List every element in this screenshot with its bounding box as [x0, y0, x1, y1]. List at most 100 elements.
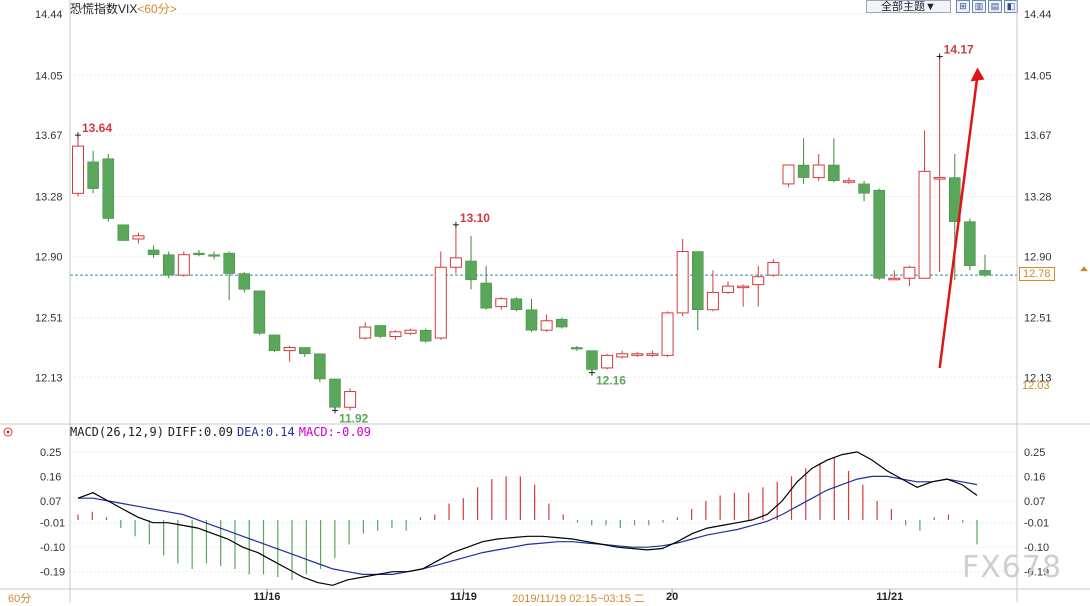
- candle-body: [419, 329, 432, 342]
- macd-tick-label-right: 0.25: [1024, 447, 1045, 459]
- candle-body: [208, 254, 220, 257]
- date-tick-label: 11/19: [450, 591, 477, 602]
- price-tick-label-left: 12.13: [35, 372, 63, 384]
- macd-tick-label-right: -0.01: [1024, 518, 1049, 530]
- date-tick-label: 20: [666, 591, 678, 602]
- bar-chart-icon[interactable]: ▥: [972, 0, 986, 13]
- price-tick-label-left: 12.51: [35, 313, 63, 325]
- macd-tick-label-left: 0.16: [40, 471, 61, 483]
- candle-body: [661, 312, 674, 356]
- time-range-label: 2019/11/19 02:15~03:15 二: [512, 593, 645, 605]
- candle-body: [465, 260, 477, 281]
- candle-body: [434, 266, 447, 339]
- candle-body: [223, 252, 235, 274]
- price-annotations: 13.64 11.92 13.10 12.16 14.17: [75, 42, 985, 425]
- candle-body: [586, 350, 598, 370]
- price-tick-label-right: 12.13: [1024, 372, 1052, 384]
- candle-body: [979, 270, 991, 276]
- price-tick-label-right: 13.67: [1024, 130, 1052, 142]
- grid-icon[interactable]: ⊞: [956, 0, 970, 13]
- date-tick-label: 11/21: [876, 591, 903, 602]
- candle-body: [359, 326, 372, 339]
- candle-body: [495, 298, 508, 308]
- macd-tick-label-right: 0.16: [1024, 471, 1045, 483]
- candle-body: [812, 164, 825, 179]
- all-themes-dropdown[interactable]: 全部主题▼: [866, 0, 951, 13]
- macd-grid: [3, 427, 1017, 573]
- period-footer[interactable]: 60分: [8, 593, 32, 605]
- extreme-price-label: 11.92: [339, 411, 369, 425]
- candle-body: [117, 224, 130, 241]
- candle-body: [329, 378, 341, 408]
- price-tick-label-left: 13.28: [35, 191, 63, 203]
- candle-body: [374, 325, 387, 337]
- candle-body: [314, 353, 326, 380]
- extreme-price-label: 13.64: [82, 121, 112, 135]
- candle-body: [933, 177, 946, 180]
- candle-body: [797, 164, 810, 178]
- candle-body: [193, 252, 205, 255]
- candle-body: [737, 285, 750, 289]
- candle-body: [253, 290, 266, 334]
- extreme-price-label: 12.16: [596, 374, 626, 388]
- price-tick-label-left: 14.05: [35, 70, 63, 82]
- candlestick-series: [72, 56, 991, 411]
- candle-body: [238, 273, 251, 290]
- trend-arrow-head-icon: [970, 67, 985, 82]
- price-grid: [70, 13, 1088, 378]
- macd-diff: DIFF:0.09: [167, 425, 233, 439]
- candle-body: [692, 251, 704, 310]
- macd-tick-label-right: 0.07: [1024, 496, 1045, 508]
- candle-body: [268, 334, 281, 351]
- candle-body: [706, 291, 719, 311]
- candle-body: [722, 285, 735, 293]
- price-tick-label-right: 12.51: [1024, 313, 1052, 325]
- date-tick-label: 11/16: [253, 591, 280, 602]
- candle-body: [132, 235, 145, 240]
- candle-body: [389, 331, 402, 337]
- extreme-price-label: 14.17: [944, 42, 974, 56]
- diff-line: [77, 451, 978, 586]
- price-axis-left: 12.13 12.51 12.90 13.28 13.67 14.05 14.44: [35, 9, 63, 384]
- current-price-marker-icon: [1080, 266, 1088, 272]
- price-tick-label-right: 14.44: [1024, 9, 1052, 21]
- price-tick-label-right: 14.05: [1024, 70, 1052, 82]
- price-tick-label-right: 12.90: [1024, 251, 1052, 263]
- candle-body: [449, 257, 462, 268]
- candle-body: [147, 249, 160, 255]
- trend-arrow-shaft: [938, 75, 979, 369]
- secondary-price-label: 12.03: [1022, 380, 1050, 392]
- candle-body: [177, 254, 190, 276]
- candle-body: [646, 353, 659, 356]
- macd-title: MACD(26,12,9): [70, 425, 164, 439]
- candle-body: [918, 170, 931, 279]
- macd-axis-left: -0.19 -0.10 -0.01 0.07 0.16 0.25: [40, 447, 65, 579]
- candle-body: [555, 318, 568, 328]
- candle-body: [87, 161, 99, 189]
- macd-tick-label-left: -0.01: [40, 518, 65, 530]
- indicator-settings-icon: [3, 427, 13, 437]
- bar-chart-add-icon[interactable]: ▤: [988, 0, 1002, 13]
- candle-body: [525, 309, 538, 331]
- candle-body: [631, 353, 644, 356]
- candle-body: [480, 282, 492, 309]
- macd-dea: DEA:0.14: [236, 425, 295, 439]
- candle-body: [888, 277, 901, 281]
- macd-tick-label-left: 0.07: [40, 496, 61, 508]
- macd-tick-label-left: 0.25: [40, 447, 61, 459]
- candle-body: [828, 164, 840, 181]
- macd-axis-right: -0.19 -0.10 -0.01 0.07 0.16 0.25: [1024, 447, 1049, 579]
- extreme-price-label: 13.10: [460, 211, 490, 225]
- macd-tick-label-right: -0.19: [1024, 567, 1049, 579]
- candle-body: [404, 329, 417, 334]
- candle-body: [344, 391, 357, 408]
- price-tick-label-left: 14.44: [35, 9, 63, 21]
- candle-body: [510, 298, 523, 310]
- candle-body: [299, 347, 311, 355]
- candle-body: [616, 353, 629, 358]
- macd-lines: [77, 451, 978, 586]
- current-price-tag: 12.78: [1019, 267, 1055, 281]
- candle-body: [571, 347, 583, 350]
- price-tick-label-left: 13.67: [35, 130, 63, 142]
- macd-tick-label-left: -0.10: [40, 542, 65, 554]
